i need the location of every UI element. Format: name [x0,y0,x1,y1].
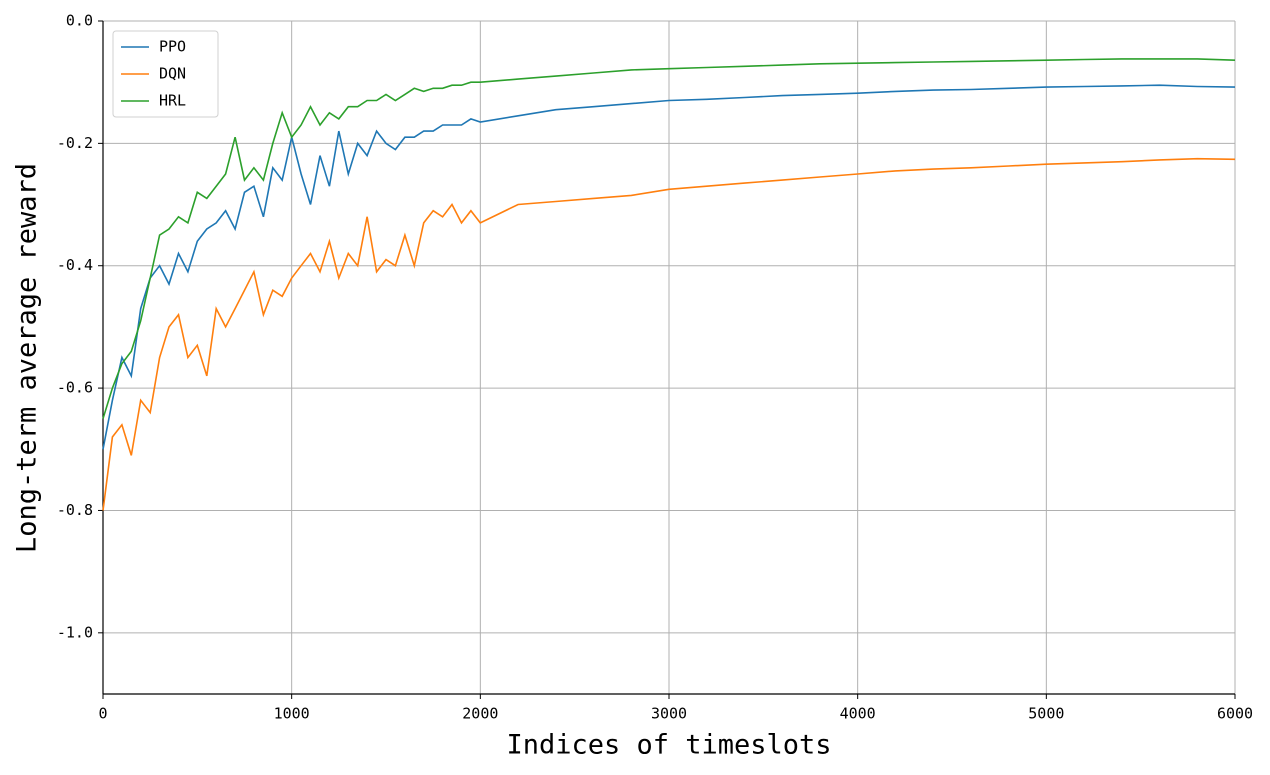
y-axis-label: Long-term average reward [12,163,43,553]
y-tick-label: -1.0 [57,623,93,641]
legend-box [112,30,219,118]
legend: PPO DQN HRL [112,30,219,118]
x-tick-label: 6000 [1217,705,1253,723]
x-tick-label: 0 [98,705,107,723]
data-line [102,84,1236,450]
y-tick-label: -0.2 [57,134,93,152]
x-tick-label: 4000 [840,705,876,723]
y-tick-label: -0.6 [57,379,93,397]
data-line [102,157,1236,511]
legend-label: DQN [159,65,186,83]
y-tick-label: -0.4 [57,256,93,274]
x-tick-label: 5000 [1028,705,1064,723]
legend-label: PPO [159,38,186,56]
y-tick-label: -0.8 [57,501,93,519]
x-tick-label: 3000 [651,705,687,723]
x-axis-label: Indices of timeslots [506,730,831,761]
x-tick-label: 2000 [462,705,498,723]
x-tick-label: 1000 [274,705,310,723]
data-line [102,58,1236,419]
y-tick-label: 0.0 [66,12,93,30]
legend-label: HRL [159,92,186,110]
